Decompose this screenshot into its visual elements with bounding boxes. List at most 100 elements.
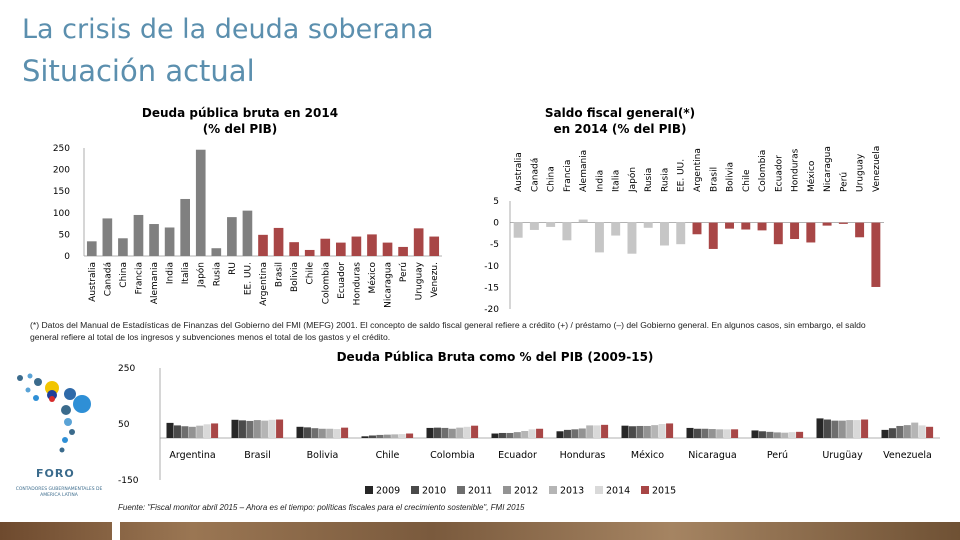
chart1-bar (413, 228, 424, 256)
chart1-title-line2: (% del PIB) (202, 122, 278, 136)
chart1-x-tick-label: Uruguay (415, 261, 425, 300)
chart3-bar (823, 419, 831, 438)
chart3-bar (861, 419, 869, 438)
chart2-x-tick-label: Bolivia (726, 162, 736, 192)
chart2-x-tick-label: Rusia (660, 168, 670, 192)
chart3-bar (586, 425, 594, 438)
chart2-bar (578, 219, 588, 223)
chart1-bar (336, 242, 346, 256)
chart1-x-tick-label: Ecuador (337, 262, 347, 299)
chart1-bar (258, 234, 268, 256)
chart3-bar (456, 427, 464, 438)
chart3-legend-label: 2010 (422, 486, 446, 497)
chart3-bar (406, 433, 414, 438)
chart3-bar (506, 432, 514, 438)
chart3-bar (173, 425, 181, 438)
chart3-bar (693, 428, 701, 438)
chart3-bar (926, 426, 934, 438)
chart3-bar (658, 424, 666, 438)
chart3-bar (521, 431, 529, 438)
chart2-bar (741, 222, 751, 230)
chart1-x-tick-label: Honduras (352, 262, 362, 306)
chart1-bar (227, 217, 237, 256)
chart2-bar (855, 222, 865, 238)
chart3-bar (246, 420, 254, 438)
chart3-bar (276, 419, 284, 438)
chart1-bar (398, 246, 408, 256)
chart2-x-tick-label: EE. UU. (677, 159, 687, 192)
chart3-bar (383, 434, 391, 438)
chart2-x-tick-label: Francia (563, 160, 573, 192)
chart3-legend-swatch (365, 486, 373, 494)
chart2-bar (676, 222, 686, 245)
chart3-bar (426, 427, 434, 438)
chart2-x-tick-label: China (547, 166, 557, 192)
chart1-x-tick-label: Bolivia (290, 262, 300, 292)
chart3-bar (686, 427, 694, 438)
chart3-bar (433, 427, 441, 438)
chart3-bar (853, 420, 861, 438)
chart1-bar (429, 236, 440, 256)
chart2-bar (708, 222, 718, 249)
chart3-bar (781, 432, 789, 438)
chart3-x-tick-label: Venezuela (883, 450, 932, 461)
chart3-bar (498, 432, 506, 438)
chart2-x-tick-label: Colombia (758, 150, 768, 192)
chart2-bar (806, 222, 816, 243)
chart2-y-tick-label: 5 (493, 197, 499, 207)
chart1-bar (164, 227, 175, 256)
chart2-x-tick-label: Nicaragua (823, 146, 833, 192)
chart3-bar (513, 432, 521, 438)
chart1-bar (102, 218, 113, 256)
chart3-bar (896, 425, 904, 438)
chart3-bar (903, 425, 911, 438)
chart1-bar (86, 241, 97, 256)
chart2-x-tick-label: Venezuela (872, 146, 882, 192)
chart3-bar (398, 434, 406, 438)
chart2-x-tick-label: Chile (742, 169, 752, 192)
chart3-bar (758, 431, 766, 438)
chart1-x-tick-label: Argentina (259, 262, 269, 306)
chart3-bar (238, 420, 246, 438)
chart1-x-tick-label: Perú (399, 262, 409, 282)
chart3-bar (571, 429, 579, 438)
chart1-x-tick-label: India (166, 262, 176, 284)
chart3-bar (636, 425, 644, 438)
chart3-bar (491, 433, 499, 438)
slide-subtitle: Situación actual (22, 54, 255, 88)
chart2-bar (643, 222, 653, 228)
chart1-bar (304, 249, 315, 256)
chart1-x-tick-label: Nicaragua (384, 262, 394, 308)
chart3-bar (376, 434, 384, 438)
chart3-bar (751, 430, 759, 438)
chart2-title-line1: Saldo fiscal general(*) (544, 106, 696, 120)
chart2-y-tick-label: -20 (484, 305, 499, 315)
chart3-bar (196, 425, 204, 438)
chart3-legend-swatch (503, 486, 511, 494)
chart1-title-line1: Deuda pública bruta en 2014 (141, 106, 339, 120)
chart3-bar (368, 435, 376, 438)
chart1-y-tick-label: 250 (53, 144, 70, 154)
chart3-bar (311, 428, 319, 438)
chart2-x-tick-label: Japón (627, 167, 638, 193)
chart2-bar (871, 222, 881, 287)
chart3-bar (188, 426, 196, 438)
chart2-x-tick-label: Rusia (644, 168, 654, 192)
chart2-bar (725, 222, 734, 229)
chart3-legend-label: 2011 (468, 486, 492, 497)
chart1-y-tick-label: 150 (53, 187, 70, 197)
chart3-bar (441, 427, 449, 438)
chart3-legend-swatch (549, 486, 557, 494)
chart3-bar (628, 426, 636, 438)
chart2-x-tick-label: Argentina (693, 148, 703, 192)
chart2-x-tick-label: Honduras (791, 148, 801, 192)
chart3-bar (303, 427, 311, 438)
chart3-bar (341, 427, 349, 438)
chart1-bar (367, 234, 377, 256)
chart3-bar (361, 436, 369, 438)
chart3-bar (731, 429, 739, 438)
chart3-bar (773, 432, 781, 438)
chart2-y-tick-label: -5 (490, 240, 499, 250)
chart2-bar (692, 222, 702, 235)
